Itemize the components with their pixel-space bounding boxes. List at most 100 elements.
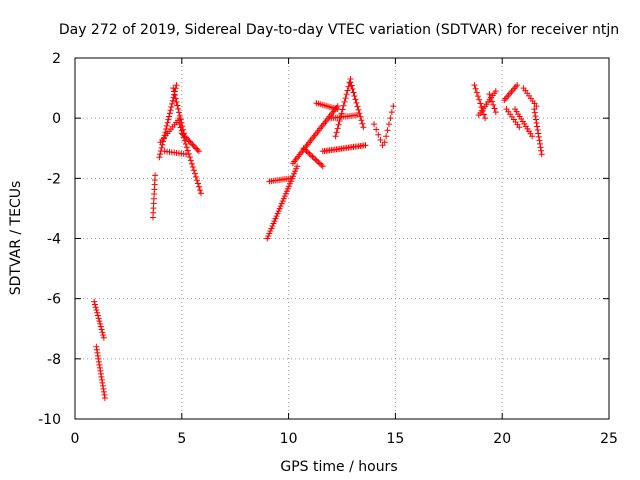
x-tick-label: 10 (280, 431, 298, 447)
data-point (191, 144, 198, 151)
data-point (97, 370, 104, 377)
data-point (345, 83, 352, 90)
data-point (191, 170, 198, 177)
data-point (319, 163, 326, 170)
data-point (98, 326, 105, 333)
data-point (538, 147, 545, 154)
data-point (303, 148, 310, 155)
data-point (488, 98, 495, 105)
data-point (486, 91, 493, 98)
data-point (383, 133, 390, 140)
data-point (93, 307, 100, 314)
data-point (185, 137, 192, 144)
data-point (167, 107, 174, 114)
data-point (186, 138, 193, 145)
data-point (341, 98, 348, 105)
data-point (193, 145, 200, 152)
data-point (173, 82, 180, 89)
data-point (531, 109, 538, 116)
data-point (177, 124, 184, 131)
data-point (340, 102, 347, 109)
data-point (189, 164, 196, 171)
data-point (371, 121, 378, 128)
data-point (95, 315, 102, 322)
y-axis-label: SDTVAR / TECUs (8, 181, 24, 296)
data-point (514, 82, 521, 89)
data-point (100, 334, 107, 341)
data-point (158, 144, 165, 151)
data-point (354, 103, 361, 110)
data-point (97, 367, 104, 374)
data-point (169, 100, 176, 107)
data-point (192, 173, 199, 180)
data-point (352, 96, 359, 103)
x-tick-label: 20 (493, 431, 511, 447)
data-point (300, 145, 307, 152)
data-point (193, 177, 200, 184)
data-point (93, 346, 100, 353)
data-point (101, 391, 108, 398)
data-point (480, 111, 487, 118)
data-point (385, 121, 392, 128)
y-tick-label: -10 (38, 412, 61, 428)
data-point (177, 116, 184, 123)
data-point (95, 355, 102, 362)
data-point (163, 122, 170, 129)
y-tick-label: 2 (52, 51, 61, 67)
data-point (375, 131, 382, 138)
data-point (195, 183, 202, 190)
y-tick-label: -2 (47, 171, 61, 187)
data-point (535, 130, 542, 137)
data-point (342, 95, 349, 102)
data-point (353, 99, 360, 106)
data-point (532, 113, 539, 120)
x-axis-label: GPS time / hours (280, 459, 397, 475)
data-point (91, 301, 98, 308)
data-point (184, 147, 191, 154)
y-tick-label: 0 (52, 111, 61, 127)
data-point (195, 148, 202, 155)
data-point (175, 105, 182, 112)
data-point (473, 89, 480, 96)
data-point (100, 385, 107, 392)
data-point (181, 132, 188, 139)
data-point (538, 151, 545, 158)
data-point (304, 149, 311, 156)
data-point (100, 388, 107, 395)
data-point (313, 157, 320, 164)
data-point (537, 144, 544, 151)
data-point (359, 120, 366, 127)
data-point (533, 120, 540, 127)
data-point (358, 117, 365, 124)
data-point (348, 82, 355, 89)
data-point (373, 126, 380, 133)
data-point (535, 133, 542, 140)
data-point (96, 318, 103, 325)
x-tick-label: 25 (600, 431, 618, 447)
data-point (152, 172, 159, 179)
data-point (166, 113, 173, 120)
data-point (92, 304, 99, 311)
data-point (183, 151, 190, 158)
data-point (309, 153, 316, 160)
data-point (306, 150, 313, 157)
axis-ticks (74, 57, 610, 420)
data-point (387, 115, 394, 122)
data-point (353, 112, 360, 119)
data-point (164, 119, 171, 126)
data-point (94, 312, 101, 319)
data-point (476, 96, 483, 103)
data-point (184, 135, 191, 142)
data-point (197, 187, 204, 194)
data-point (187, 157, 194, 164)
data-point (474, 93, 481, 100)
data-point (533, 103, 540, 110)
data-point (168, 104, 175, 111)
data-point (101, 394, 108, 401)
data-point (490, 101, 497, 108)
data-point (477, 100, 484, 107)
data-point (310, 154, 317, 161)
data-point (186, 154, 193, 161)
data-point (307, 152, 314, 159)
